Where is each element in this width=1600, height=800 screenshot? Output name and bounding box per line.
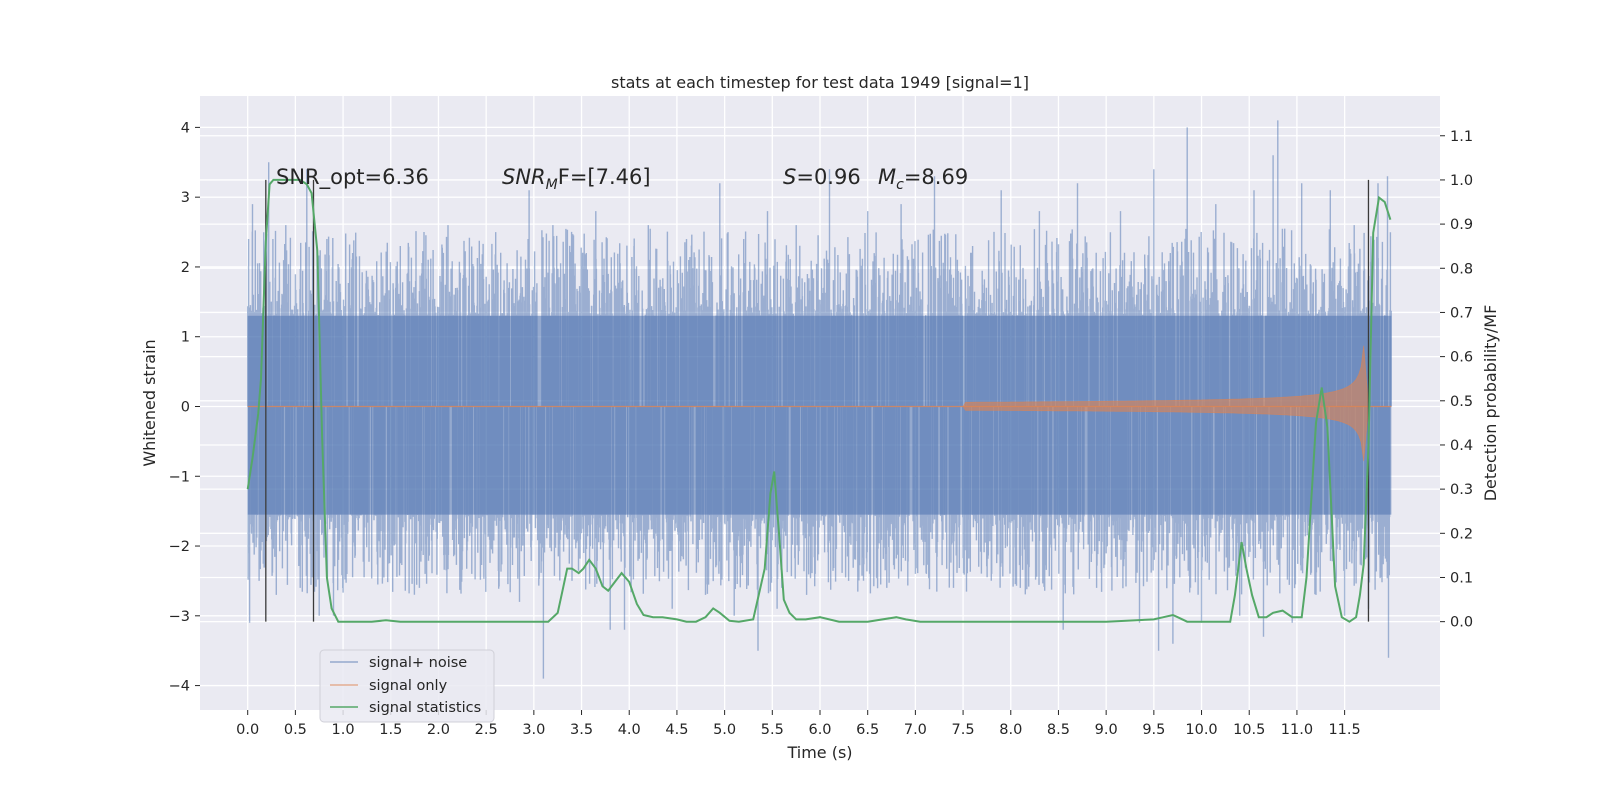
y2-axis-ticks: 0.0 0.1 0.2 0.3 0.4 0.5 0.6 0.7 0.8 0.9 1.0 1.1 [1440, 129, 1473, 631]
series-signal-statistics [246, 178, 1392, 623]
signal-statistics-line [246, 178, 1392, 623]
x-tick-label: 1.0 [332, 722, 355, 738]
legend-label-signal-only: signal only [369, 678, 448, 694]
noise-spikes [247, 120, 1392, 679]
y2-tick-label: 0.3 [1450, 482, 1473, 498]
x-axis-label: Time (s) [786, 743, 852, 762]
y-tick-label: 4 [181, 120, 190, 136]
x-tick-label: 5.5 [761, 722, 784, 738]
x-tick-label: 6.0 [808, 722, 831, 738]
y-tick-label: 3 [181, 190, 190, 206]
series-signal-noise [247, 120, 1392, 679]
y-axis-label: Whitened strain [140, 339, 159, 466]
y-tick-label: −3 [169, 609, 190, 625]
annotation-s-value: =0.96 [796, 165, 860, 189]
legend-label-signal-statistics: signal statistics [369, 700, 481, 716]
chart-title: stats at each timestep for test data 194… [611, 73, 1029, 92]
legend-box [319, 649, 495, 723]
x-tick-label: 11.0 [1281, 722, 1313, 738]
y2-axis-label: Detection probability/MF [1481, 305, 1500, 502]
x-tick-label: 8.0 [999, 722, 1022, 738]
x-tick-label: 5.0 [713, 722, 736, 738]
y-tick-label: 0 [181, 399, 190, 415]
annotation-s-var: S [783, 165, 796, 189]
annotation-snr-mf-sub: M [546, 177, 558, 193]
x-tick-label: 4.5 [665, 722, 688, 738]
annotation-mc-value: =8.69 [904, 165, 968, 189]
x-tick-label: 10.5 [1233, 722, 1265, 738]
x-tick-label: 4.0 [618, 722, 641, 738]
y2-tick-label: 0.4 [1450, 438, 1473, 454]
annotation-snr-mf-base: SNR [502, 165, 546, 189]
annotation-mc-sub: c [896, 177, 904, 193]
y2-tick-label: 0.5 [1450, 394, 1473, 410]
x-tick-label: 7.5 [952, 722, 975, 738]
x-tick-label: 1.5 [379, 722, 402, 738]
y-tick-label: 2 [181, 260, 190, 276]
x-tick-label: 9.0 [1095, 722, 1118, 738]
legend: signal+ noise signal only signal statist… [319, 649, 495, 723]
x-tick-label: 9.5 [1142, 722, 1165, 738]
legend-label-signal-noise: signal+ noise [369, 655, 467, 671]
y2-tick-label: 1.1 [1450, 129, 1473, 145]
x-tick-label: 11.5 [1328, 722, 1360, 738]
x-tick-label: 8.5 [1047, 722, 1070, 738]
annotation-mc: Mc=8.69 [878, 165, 968, 193]
y2-tick-label: 0.8 [1450, 261, 1473, 277]
x-tick-label: 0.0 [236, 722, 259, 738]
y2-tick-label: 0.1 [1450, 570, 1473, 586]
y-tick-label: 1 [181, 330, 190, 346]
annotation-snr-mf-rest: F=[7.46] [558, 165, 651, 189]
annotation-snr-mf: SNRMF=[7.46] [502, 165, 651, 193]
x-tick-label: 2.5 [475, 722, 498, 738]
y-tick-label: −4 [169, 679, 190, 695]
x-tick-label: 0.5 [284, 722, 307, 738]
y-axis-ticks: −4 −3 −2 −1 0 1 2 3 4 [169, 120, 200, 695]
y2-tick-label: 0.9 [1450, 217, 1473, 233]
annotation-mc-var: M [878, 165, 896, 189]
x-tick-label: 3.5 [570, 722, 593, 738]
y2-tick-label: 0.2 [1450, 526, 1473, 542]
x-axis-ticks: 0.0 0.5 1.0 1.5 2.0 2.5 3.0 3.5 4.0 4.5 5.0 5.5 6.0 6… [236, 710, 1361, 738]
x-tick-label: 2.0 [427, 722, 450, 738]
x-tick-label: 3.0 [522, 722, 545, 738]
x-tick-label: 7.0 [904, 722, 927, 738]
y-tick-label: −2 [169, 539, 190, 555]
y2-tick-label: 0.0 [1450, 615, 1473, 631]
y2-tick-label: 1.0 [1450, 173, 1473, 189]
x-tick-label: 10.0 [1185, 722, 1217, 738]
annotation-snr-opt: SNR_opt=6.36 [276, 165, 429, 190]
y2-tick-label: 0.6 [1450, 350, 1473, 366]
annotation-s: S=0.96 [783, 165, 861, 189]
y2-tick-label: 0.7 [1450, 305, 1473, 321]
annotations: SNR_opt=6.36 SNRMF=[7.46] S=0.96 Mc=8.69 [276, 165, 968, 193]
y-tick-label: −1 [169, 469, 190, 485]
x-tick-label: 6.5 [856, 722, 879, 738]
